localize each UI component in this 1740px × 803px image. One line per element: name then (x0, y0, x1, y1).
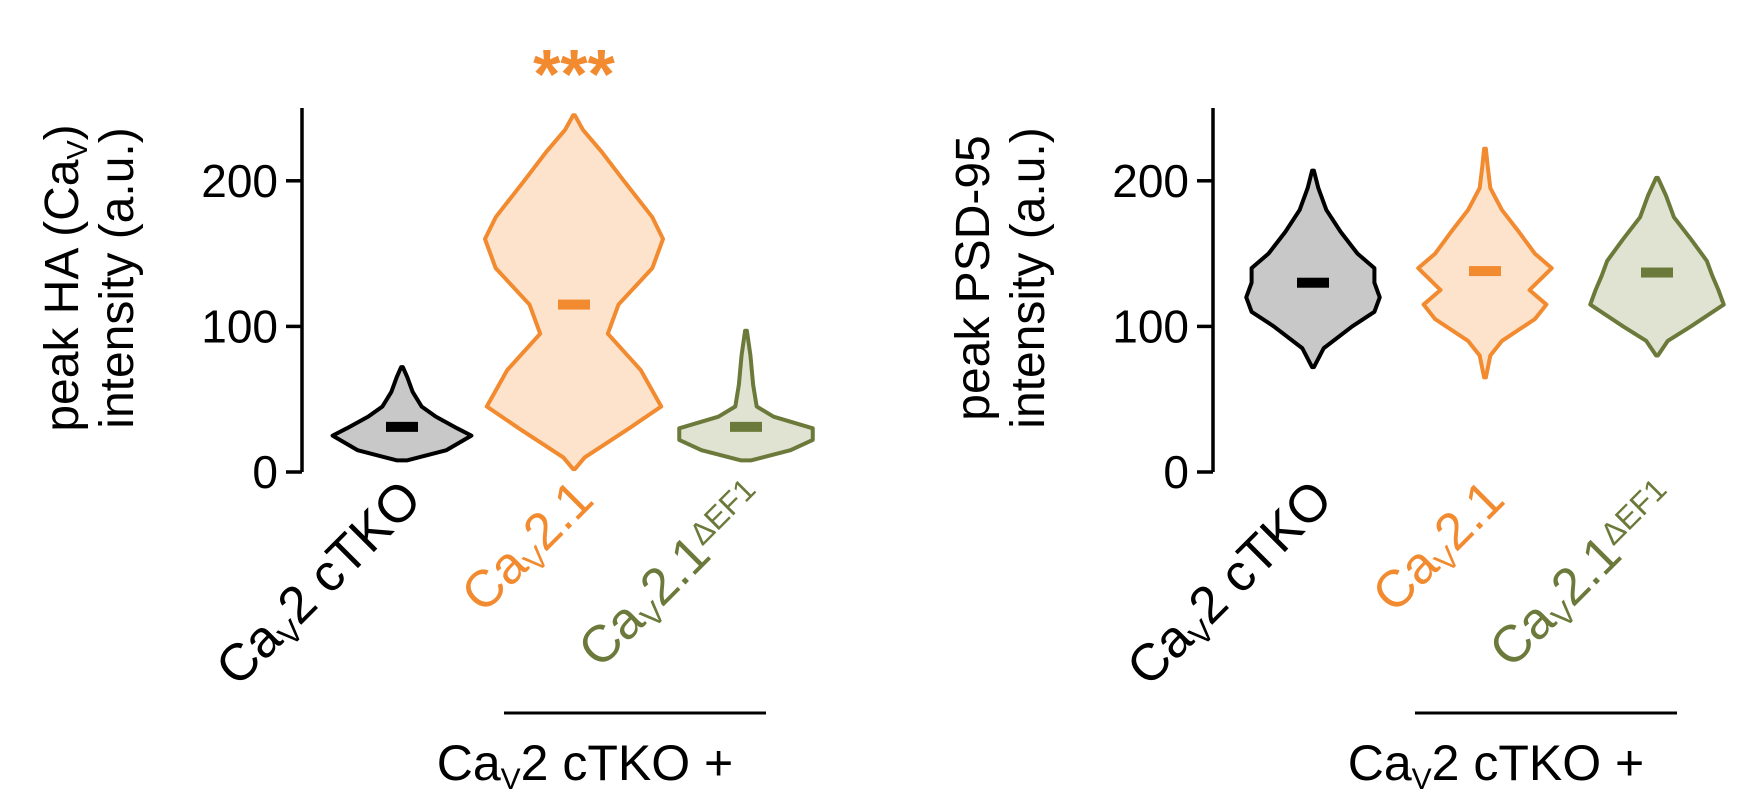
violin (1416, 146, 1554, 380)
violin (1588, 175, 1726, 358)
violin (1244, 168, 1382, 370)
text-run: ΔEF1 (682, 471, 762, 551)
text-run: V (1412, 763, 1432, 796)
median-marker (730, 421, 762, 432)
text-run: 2 cTKO (1178, 469, 1344, 635)
text-run: peak PSD-95 (947, 135, 1000, 421)
y-axis-label: intensity (a.u.) (91, 127, 144, 428)
x-tick-label: CaV2 cTKO (205, 469, 435, 699)
text-run: intensity (a.u.) (1002, 127, 1055, 428)
text-run: Ca (437, 735, 501, 791)
x-tick-label: CaV2.1ΔEF1 (567, 469, 779, 681)
y-axis-label: intensity (a.u.) (1002, 127, 1055, 428)
x-tick-label: CaV2.1ΔEF1 (1478, 469, 1690, 681)
text-run: ΔEF1 (1593, 471, 1673, 551)
y-tick-label: 100 (1112, 300, 1189, 352)
y-tick-label: 200 (1112, 155, 1189, 207)
text-run: V (62, 140, 94, 160)
y-axis-label: peak PSD-95 (947, 135, 1000, 421)
y-tick-label: 100 (201, 300, 278, 352)
group-label: CaV2 cTKO + (437, 735, 734, 796)
median-marker (386, 421, 418, 432)
text-run: 2 cTKO + (521, 735, 734, 791)
text-run: ) (36, 124, 89, 140)
x-tick-label: CaV2 cTKO (1116, 469, 1346, 699)
y-tick-label: 0 (252, 446, 278, 498)
group-label: CaV2 cTKO + (1348, 735, 1645, 796)
y-tick-label: 200 (201, 155, 278, 207)
median-marker (1297, 277, 1329, 288)
median-marker (1641, 267, 1673, 278)
violin (483, 113, 665, 472)
median-marker (1469, 266, 1501, 277)
violin (330, 365, 474, 463)
text-run: Ca (1348, 735, 1412, 791)
text-run: peak HA (Ca (36, 159, 89, 431)
x-tick-label: CaV2.1 (1362, 469, 1519, 626)
text-run: 2 cTKO + (1432, 735, 1645, 791)
x-tick-label: CaV2.1 (451, 469, 608, 626)
text-run: V (501, 763, 521, 796)
text-run: 2 cTKO (267, 469, 433, 635)
violin (677, 328, 815, 463)
y-axis-label: peak HA (CaV) (36, 124, 94, 431)
text-run: intensity (a.u.) (91, 127, 144, 428)
significance: *** (533, 35, 615, 113)
median-marker (558, 299, 590, 310)
y-tick-label: 0 (1163, 446, 1189, 498)
